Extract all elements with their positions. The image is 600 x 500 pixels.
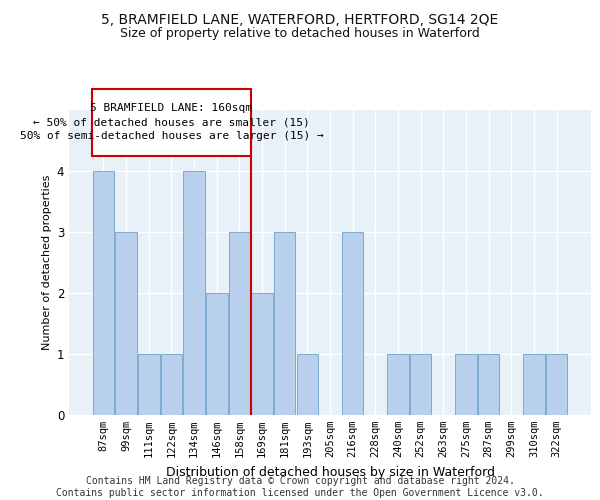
Bar: [93, 171, 114, 415]
Bar: [296, 354, 318, 415]
Bar: [455, 354, 476, 415]
Text: 5 BRAMFIELD LANE: 160sqm
← 50% of detached houses are smaller (15)
50% of semi-d: 5 BRAMFIELD LANE: 160sqm ← 50% of detach…: [20, 103, 323, 141]
Bar: [546, 354, 567, 415]
Text: Size of property relative to detached houses in Waterford: Size of property relative to detached ho…: [120, 28, 480, 40]
Bar: [523, 354, 545, 415]
Bar: [138, 354, 160, 415]
Bar: [115, 232, 137, 415]
Bar: [206, 293, 227, 415]
Text: 5, BRAMFIELD LANE, WATERFORD, HERTFORD, SG14 2QE: 5, BRAMFIELD LANE, WATERFORD, HERTFORD, …: [101, 12, 499, 26]
Bar: [184, 171, 205, 415]
FancyBboxPatch shape: [92, 88, 251, 156]
Text: Contains HM Land Registry data © Crown copyright and database right 2024.
Contai: Contains HM Land Registry data © Crown c…: [56, 476, 544, 498]
Bar: [342, 232, 364, 415]
Bar: [274, 232, 295, 415]
Bar: [410, 354, 431, 415]
Bar: [251, 293, 273, 415]
Bar: [478, 354, 499, 415]
X-axis label: Distribution of detached houses by size in Waterford: Distribution of detached houses by size …: [166, 466, 494, 478]
Bar: [387, 354, 409, 415]
Y-axis label: Number of detached properties: Number of detached properties: [43, 175, 52, 350]
Bar: [229, 232, 250, 415]
Bar: [161, 354, 182, 415]
